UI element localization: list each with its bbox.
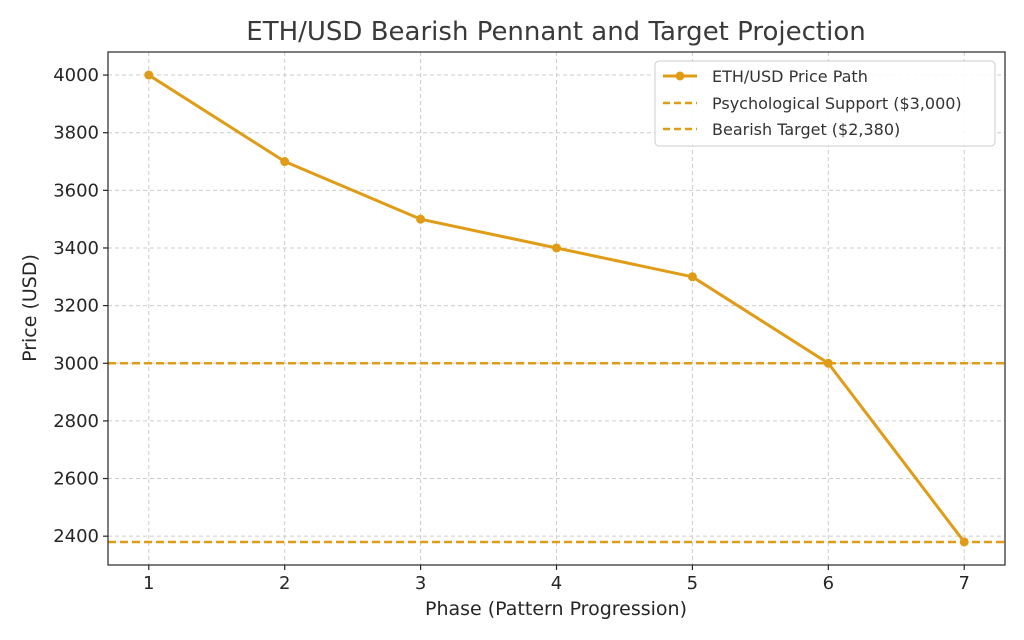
y-tick-label: 2600 [53,469,99,490]
price-point [823,358,833,368]
reference-lines [108,362,1005,544]
y-tick-label: 3800 [53,123,99,144]
price-point [552,243,561,253]
price-point [144,70,154,80]
x-tick-label: 5 [687,573,698,594]
price-point [687,272,697,282]
y-tick-label: 4000 [53,65,99,86]
y-tick-label: 3000 [53,353,99,374]
x-tick-label: 3 [415,573,426,594]
x-tick-label: 4 [551,573,562,594]
price-point [959,537,969,547]
y-tick-label: 3400 [53,238,99,259]
legend-label-target: Bearish Target ($2,380) [712,120,900,139]
y-tick-label: 2400 [53,526,99,547]
x-axis-ticks: 1 2 3 4 5 6 7 [143,565,970,594]
y-tick-label: 3600 [53,180,99,201]
price-point [280,157,290,167]
chart-title: ETH/USD Bearish Pennant and Target Proje… [246,17,865,47]
legend-label-price-path: ETH/USD Price Path [712,67,868,86]
legend-label-support: Psychological Support ($3,000) [712,94,962,113]
series-layer [144,70,969,547]
legend-marker-price-path [675,71,685,81]
price-point [416,214,426,224]
y-axis-label: Price (USD) [19,254,41,362]
y-tick-label: 3200 [53,296,99,317]
x-tick-label: 7 [959,573,970,594]
x-tick-label: 2 [279,573,290,594]
legend-box [654,60,996,147]
legend: ETH/USD Price Path Psychological Support… [654,60,996,147]
x-tick-label: 1 [143,573,154,594]
y-axis-ticks: 2400 2600 2800 3000 3200 3400 3600 3800 4000 [53,65,108,547]
x-tick-label: 6 [823,573,834,594]
x-axis-label: Phase (Pattern Progression) [425,598,687,620]
y-tick-label: 2800 [53,411,99,432]
